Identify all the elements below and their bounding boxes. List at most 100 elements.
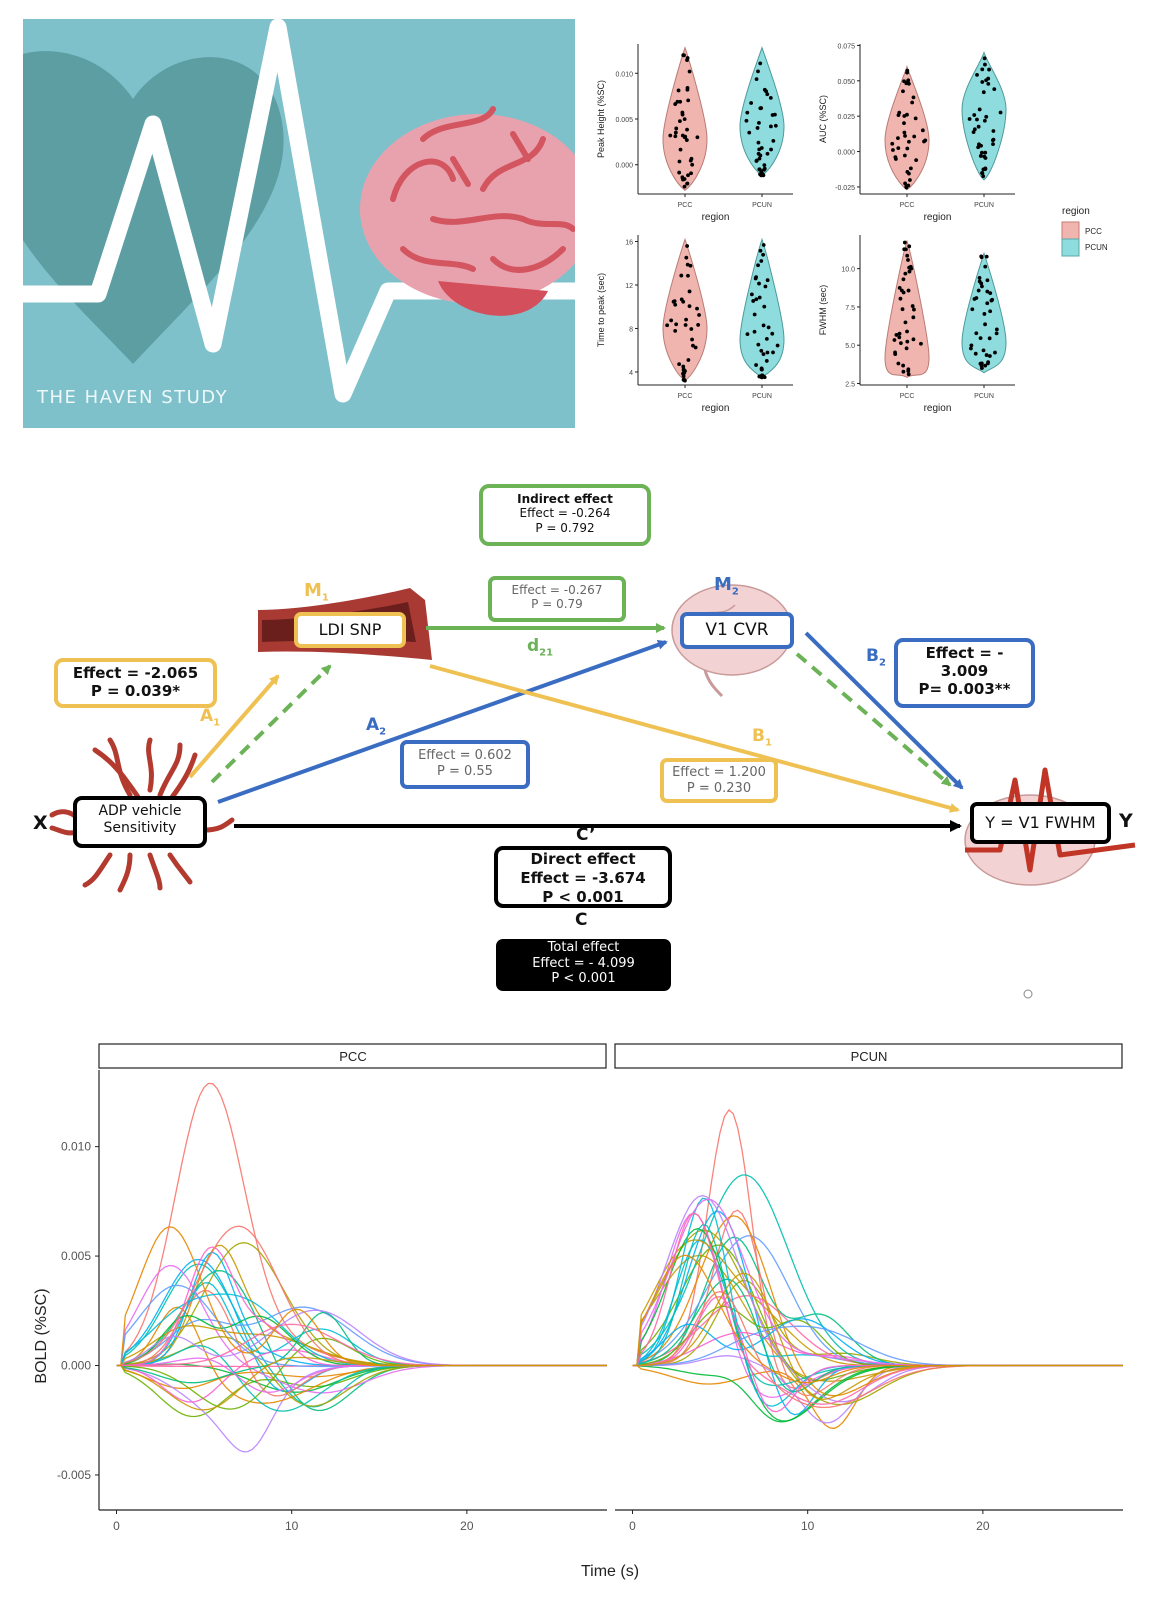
- bold-response-curve: [632, 1305, 1123, 1367]
- b2-label: B2: [866, 646, 886, 668]
- violin-point: [989, 298, 994, 303]
- a1-effect-value: Effect = -2.065: [72, 664, 199, 682]
- violin-point: [976, 288, 981, 293]
- violin-point: [679, 273, 684, 278]
- violin-point: [912, 134, 917, 139]
- legend-title: region: [1062, 206, 1090, 217]
- violin-point: [897, 285, 902, 290]
- violin-point: [983, 363, 988, 368]
- facet-strip: [98, 1043, 607, 1069]
- violin-point: [682, 53, 686, 58]
- violin-point: [684, 317, 688, 322]
- violin-point: [673, 328, 678, 333]
- violin-y-tick-label: 0.050: [837, 79, 855, 86]
- indirect-p-value: P = 0.792: [535, 520, 595, 535]
- total-title: Total effect: [547, 940, 620, 955]
- violin-point: [902, 114, 907, 118]
- violin-y-tick-label: 0.075: [837, 43, 855, 50]
- violin-point: [982, 56, 987, 61]
- violin-point: [986, 81, 991, 86]
- violin-y-tick-label: 7.5: [845, 305, 855, 312]
- violin-point: [972, 127, 977, 132]
- violin-point: [757, 156, 762, 161]
- violin-point: [899, 341, 903, 346]
- bold-y-tick-label: 0.000: [61, 1359, 91, 1373]
- violin-point: [907, 171, 911, 176]
- bold-response-curve: [632, 1295, 1123, 1367]
- d21-p-value: P = 0.79: [531, 597, 583, 612]
- violin-y-tick-label: 0.000: [615, 163, 633, 170]
- haven-study-logo: THE HAVEN STUDY: [23, 19, 575, 428]
- violin-point: [685, 262, 690, 267]
- a1-p-value: P = 0.039*: [90, 682, 181, 700]
- violin-point: [744, 118, 749, 123]
- x-label: X: [33, 812, 48, 834]
- violin-point: [985, 301, 990, 306]
- bold-response-curve: [632, 1296, 1123, 1413]
- violin-point: [686, 173, 690, 178]
- violin-point: [990, 138, 995, 143]
- violin-point: [696, 323, 701, 327]
- violin-x-tick-label: PCC: [678, 202, 693, 209]
- violin-y-tick-label: 0.025: [837, 114, 855, 121]
- violin-point: [979, 150, 984, 155]
- violin-point: [771, 138, 776, 143]
- violin-point: [752, 312, 757, 317]
- violin-x-tick-label: PCC: [900, 393, 915, 400]
- violin-plots-grid: 0.000 0.005 0.010 Peak Height (%SC) region PC…: [596, 43, 1108, 414]
- violin-point: [687, 304, 692, 309]
- violin-point: [687, 69, 692, 74]
- y-v1-fwhm-box: Y = V1 FWHM: [970, 802, 1111, 844]
- violin-point: [754, 275, 759, 280]
- bold-response-curve: [116, 1225, 607, 1367]
- violin-point: [686, 358, 691, 362]
- d21-label: d21: [527, 636, 553, 658]
- violin-point: [697, 313, 701, 317]
- copyright-mark-icon: [1023, 989, 1033, 999]
- violin-point: [896, 146, 901, 151]
- bold-y-tick-label: 0.005: [61, 1249, 91, 1263]
- violin-point: [754, 297, 759, 302]
- a1-label-main: A: [200, 706, 214, 726]
- bold-y-axis-label: BOLD (%SC): [33, 1288, 50, 1383]
- violin-point: [754, 363, 758, 367]
- m2-label: M2: [714, 574, 739, 598]
- violin-point: [978, 154, 983, 158]
- b1-effect-value: Effect = 1.200: [672, 765, 766, 780]
- b2-effect-value-line2: 3.009: [940, 662, 989, 680]
- violin-point: [674, 322, 679, 327]
- violin-point: [923, 138, 928, 143]
- violin-point: [972, 297, 977, 301]
- violin-point: [765, 278, 770, 283]
- violin-point: [973, 351, 978, 356]
- d21-label-sub: 21: [539, 647, 554, 659]
- violin-point: [981, 90, 986, 95]
- a2-effect-box: Effect = 0.602 P = 0.55: [400, 740, 530, 789]
- brain-icon: [360, 106, 575, 316]
- violin-point: [969, 343, 974, 348]
- indirect-effect-box: Indirect effect Effect = -0.264 P = 0.79…: [479, 484, 651, 546]
- violin-point: [749, 292, 754, 297]
- violin-point: [981, 348, 986, 353]
- violin-point: [674, 126, 679, 131]
- violin-point: [894, 333, 899, 337]
- violin-point: [911, 337, 916, 342]
- violin-shape-pcun: [961, 50, 1007, 181]
- violin-point: [998, 110, 1003, 115]
- violin-point: [906, 288, 911, 293]
- violin-point: [893, 350, 897, 355]
- legend-item-pcc: PCC: [1085, 227, 1102, 236]
- a2-label-main: A: [366, 715, 380, 735]
- violin-panel-2: -0.025 0.000 0.025 0.050 0.075 AUC (%SC) regio…: [818, 43, 1015, 223]
- facet-strip-label: PCUN: [851, 1049, 888, 1064]
- violin-point: [986, 360, 991, 364]
- m2-label-sub: 2: [731, 586, 739, 598]
- violin-point: [673, 134, 678, 139]
- violin-point: [902, 247, 907, 252]
- violin-point: [905, 146, 910, 151]
- bold-y-tick-label: -0.005: [57, 1468, 91, 1482]
- b2-label-sub: 2: [878, 657, 886, 669]
- x-box-line2: Sensitivity: [103, 819, 177, 836]
- a2-label: A2: [366, 715, 386, 737]
- violin-point: [757, 295, 762, 300]
